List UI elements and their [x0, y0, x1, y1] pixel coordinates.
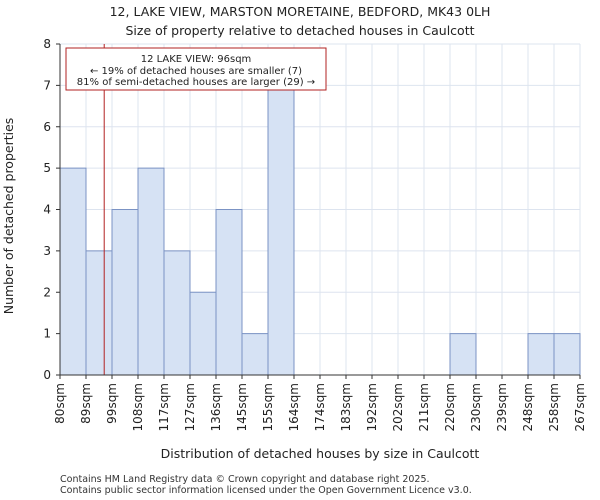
y-tick-label: 3 [43, 244, 51, 258]
x-tick-label: 239sqm [495, 383, 509, 431]
y-tick-label: 8 [43, 37, 51, 51]
x-tick-label: 220sqm [443, 383, 457, 431]
y-tick-label: 6 [43, 120, 51, 134]
bar [59, 167, 87, 376]
x-tick-label: 127sqm [183, 383, 197, 431]
y-tick-label: 2 [43, 285, 51, 299]
bar [189, 291, 217, 376]
x-tick-label: 89sqm [79, 383, 93, 424]
footer-line-2: Contains public sector information licen… [60, 485, 472, 496]
y-tick-label: 7 [43, 78, 51, 92]
bar [241, 333, 269, 376]
footer-line-1: Contains HM Land Registry data © Crown c… [60, 474, 430, 485]
chart-title-block: 12, LAKE VIEW, MARSTON MORETAINE, BEDFOR… [0, 2, 600, 40]
bar [163, 250, 191, 376]
x-tick-label: 117sqm [157, 383, 171, 431]
bar [111, 209, 139, 376]
bar [215, 209, 243, 376]
x-tick-label: 145sqm [235, 383, 249, 431]
x-tick-label: 155sqm [261, 383, 275, 431]
y-tick-label: 0 [43, 368, 51, 382]
x-tick-label: 99sqm [105, 383, 119, 424]
x-tick-label: 164sqm [287, 383, 301, 431]
axis-layer: 0 1 2 3 4 5 6 7 8 80sqm 89sqm 99sqm 108sqm 117sqm 127s… [43, 37, 587, 431]
bar [527, 333, 555, 376]
bar [449, 333, 477, 376]
bar [553, 333, 581, 376]
x-tick-label: 258sqm [547, 383, 561, 431]
x-tick-label: 230sqm [469, 383, 483, 431]
x-tick-label: 211sqm [417, 383, 431, 431]
x-tick-label: 248sqm [521, 383, 535, 431]
annotation-line-3: 81% of semi-detached houses are larger (… [77, 77, 315, 88]
chart-title: 12, LAKE VIEW, MARSTON MORETAINE, BEDFOR… [109, 4, 491, 19]
y-tick-label: 5 [43, 161, 51, 175]
bar [267, 84, 295, 376]
x-axis-label: Distribution of detached houses by size … [161, 446, 480, 461]
bar [137, 167, 165, 376]
chart-subtitle: Size of property relative to detached ho… [125, 23, 475, 38]
x-tick-label: 108sqm [131, 383, 145, 431]
x-tick-label: 136sqm [209, 383, 223, 431]
x-tick-label: 202sqm [391, 383, 405, 431]
annotation-line-1: 12 LAKE VIEW: 96sqm [141, 54, 252, 65]
annotation-frame [65, 47, 327, 91]
bar [85, 250, 113, 376]
x-tick-label: 183sqm [339, 383, 353, 431]
annotation-box: 12 LAKE VIEW: 96sqm ← 19% of detached ho… [65, 47, 327, 91]
x-tick-label: 192sqm [365, 383, 379, 431]
y-tick-label: 1 [43, 327, 51, 341]
y-axis-label: Number of detached properties [1, 118, 16, 315]
x-tick-label: 174sqm [313, 383, 327, 431]
x-tick-label: 267sqm [573, 383, 587, 431]
annotation-line-2: ← 19% of detached houses are smaller (7) [90, 66, 302, 77]
y-tick-label: 4 [43, 203, 51, 217]
footer: Contains HM Land Registry data © Crown c… [60, 474, 472, 496]
bar-layer [59, 84, 581, 376]
x-tick-label: 80sqm [53, 383, 67, 424]
